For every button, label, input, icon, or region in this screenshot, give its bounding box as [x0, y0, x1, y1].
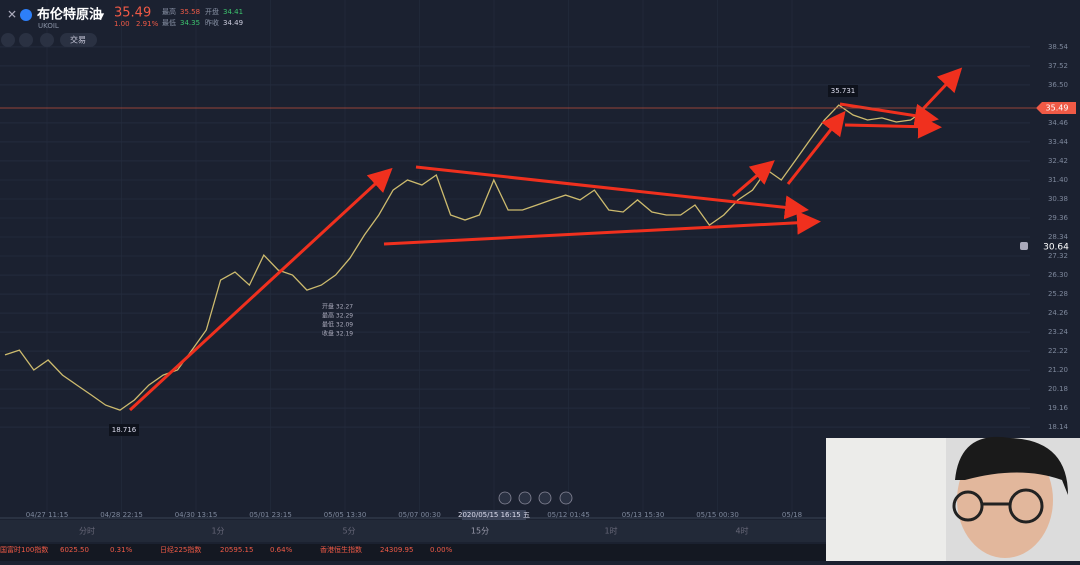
zoom-out[interactable] — [498, 491, 512, 505]
y-tick-label: 28.34 — [1048, 233, 1069, 241]
x-tick-label: 05/12 01:45 — [547, 511, 590, 519]
close-button[interactable]: ✕ — [7, 8, 17, 22]
alert-price[interactable]: 30.64 — [1043, 243, 1069, 253]
ticker-value: 20595.15 — [220, 546, 253, 554]
x-tick-label: 05/05 13:30 — [324, 511, 367, 519]
stat-value: 35.58 — [180, 8, 200, 16]
dropdown-icon[interactable]: ▼ — [98, 12, 105, 21]
x-tick-label: 05/18 — [782, 511, 802, 519]
y-tick-label: 34.46 — [1048, 119, 1069, 127]
change-pct: 2.91% — [136, 20, 159, 28]
webcam-glasses — [952, 488, 1044, 524]
y-tick-label: 18.14 — [1048, 423, 1069, 431]
ticker-value: 6025.50 — [60, 546, 89, 554]
x-label-highlight — [462, 510, 526, 520]
symbol-name[interactable]: 布伦特原油 — [37, 7, 102, 23]
change: 1.00 — [114, 20, 130, 28]
ticker-name: 国富时100指数 — [0, 545, 48, 554]
timeframe-tab[interactable]: 1时 — [604, 526, 617, 536]
low-label-box — [109, 424, 139, 436]
y-tick-label: 38.54 — [1048, 43, 1069, 51]
x-tick-label: 05/13 15:30 — [622, 511, 665, 519]
tooltip-line: 收盘 32.19 — [322, 330, 353, 338]
low-label: 18.716 — [112, 426, 137, 434]
y-tick-label: 33.44 — [1048, 138, 1069, 146]
y-tick-label: 24.26 — [1048, 309, 1069, 317]
zoom-in[interactable] — [559, 491, 573, 505]
y-tick-label: 22.22 — [1048, 347, 1068, 355]
tooltip-line: 开盘 32.27 — [322, 303, 353, 311]
stat-value: 34.35 — [180, 19, 200, 27]
stat-label: 最低 — [162, 18, 176, 27]
ticker-pct: 0.64% — [270, 546, 293, 554]
stat-label: 昨收 — [205, 18, 219, 27]
tooltip-line: 最低 32.09 — [322, 321, 353, 329]
y-tick-label: 27.32 — [1048, 252, 1068, 260]
x-tick-label: 05/01 23:15 — [249, 511, 292, 519]
price-marker-label: 35.49 — [1046, 104, 1069, 113]
y-tick-label: 37.52 — [1048, 62, 1068, 70]
timeframe-tab[interactable]: 1分 — [211, 527, 224, 536]
trade-button-label[interactable]: 交易 — [70, 35, 86, 45]
trade-button[interactable] — [60, 33, 97, 47]
y-tick-label: 30.38 — [1048, 195, 1068, 203]
tooltip-line: 最高 32.29 — [322, 312, 353, 320]
last[interactable] — [538, 491, 552, 505]
first[interactable] — [518, 491, 532, 505]
ticker-value: 24309.95 — [380, 546, 413, 554]
stat-value: 34.41 — [223, 8, 243, 16]
ticker-bar — [0, 544, 1080, 561]
x-tick-label: 04/30 13:15 — [175, 511, 218, 519]
symbol-code: UKOIL — [38, 22, 59, 30]
y-tick-label: 32.42 — [1048, 157, 1068, 165]
y-tick-label: 23.24 — [1048, 328, 1069, 336]
x-tick-label: 05/15 00:30 — [696, 511, 739, 519]
webcam-wall — [826, 438, 946, 561]
high-label-box — [828, 85, 858, 97]
alert-button[interactable] — [19, 33, 33, 47]
price-marker — [1036, 102, 1076, 114]
y-tick-label: 21.20 — [1048, 366, 1068, 374]
stat-value: 34.49 — [223, 19, 243, 27]
price: 35.49 — [114, 6, 151, 21]
y-tick-label: 26.30 — [1048, 271, 1068, 279]
ticker-pct: 0.31% — [110, 546, 133, 554]
x-tick-label: 04/28 22:15 — [100, 511, 143, 519]
x-tick-label: 2020/05/15 16:15 五 — [458, 511, 530, 519]
ticker-pct: 0.00% — [430, 546, 453, 554]
draw-tool[interactable] — [1, 33, 15, 47]
timeframe-tab[interactable]: 15分 — [471, 527, 489, 536]
stat-label: 最高 — [162, 7, 176, 16]
zoom-controls — [498, 491, 573, 505]
x-tick-label: 04/27 11:15 — [26, 511, 69, 519]
timeframe-tab[interactable]: 分时 — [79, 526, 95, 536]
high-label: 35.731 — [831, 87, 856, 95]
y-tick-label: 36.50 — [1048, 81, 1068, 89]
favorite-button[interactable] — [40, 33, 54, 47]
x-tick-label: 05/07 00:30 — [398, 511, 441, 519]
y-tick-label: 19.16 — [1048, 404, 1069, 412]
toolbar — [0, 520, 1080, 542]
stat-label: 开盘 — [205, 7, 219, 16]
y-tick-label: 20.18 — [1048, 385, 1068, 393]
ticker-name: 日经225指数 — [160, 545, 201, 554]
logo — [20, 9, 32, 21]
webcam-hair — [955, 436, 1068, 495]
timeframe-tab[interactable]: 4时 — [735, 526, 748, 536]
y-tick-label: 29.36 — [1048, 214, 1069, 222]
y-tick-label: 31.40 — [1048, 176, 1068, 184]
y-tick-label: 25.28 — [1048, 290, 1068, 298]
ticker-name: 香港恒生指数 — [320, 545, 362, 554]
timeframe-tab[interactable]: 5分 — [342, 527, 355, 536]
trend-arrows — [128, 67, 963, 412]
alert-icon[interactable] — [1020, 242, 1028, 250]
